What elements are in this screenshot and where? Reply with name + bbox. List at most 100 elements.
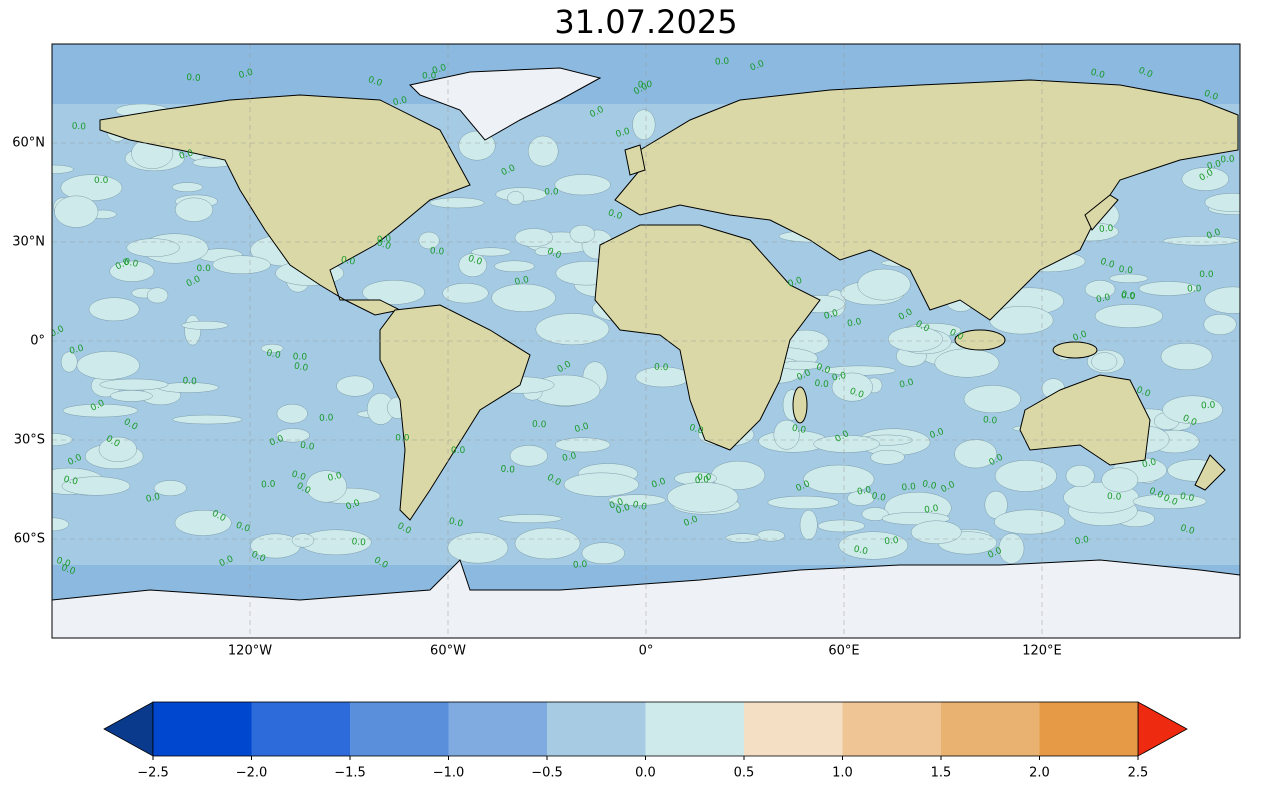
patch	[181, 320, 229, 330]
patch	[447, 532, 509, 564]
patch	[725, 533, 761, 543]
patch	[756, 529, 785, 542]
contour-label: 0.0	[856, 485, 872, 498]
x-tick-label: 120°W	[228, 644, 272, 659]
patch	[554, 174, 611, 196]
patch	[1204, 193, 1240, 212]
patch	[608, 494, 666, 506]
patch	[471, 247, 511, 257]
contour-label: 0.0	[340, 255, 356, 268]
contour-label: 0.0	[1118, 265, 1134, 276]
contour-label: 0.0	[615, 502, 632, 516]
patch	[838, 531, 909, 560]
contour-label: 0.0	[831, 371, 847, 384]
patch	[910, 520, 962, 544]
contour-label: 0.0	[688, 423, 705, 437]
patch	[305, 470, 347, 503]
x-tick-label: 120°E	[1022, 644, 1062, 659]
patch	[799, 509, 818, 540]
contour-label: 0.0	[823, 308, 840, 322]
contour-label: 0.0	[448, 516, 465, 529]
colorbar-tick-label: 1.0	[832, 766, 853, 781]
contour-label: 0.0	[631, 500, 647, 513]
patch	[632, 109, 656, 140]
patch	[817, 519, 865, 533]
contour-label: 0.0	[814, 379, 830, 390]
patch	[861, 507, 889, 521]
y-tick-label: 60°S	[14, 532, 45, 547]
colorbar-segment	[251, 702, 350, 756]
patch	[76, 351, 140, 380]
contour-label: 0.0	[63, 475, 79, 488]
patch	[491, 283, 556, 312]
contour-label: 0.0	[715, 57, 730, 68]
contour-label: 0.0	[467, 254, 484, 268]
contour-label: 0.0	[1202, 89, 1219, 103]
colorbar-segment	[645, 702, 744, 756]
patch	[99, 378, 169, 391]
colorbar-segment	[1039, 702, 1138, 756]
contour-label: 0.0	[182, 376, 197, 387]
patch	[174, 197, 214, 222]
y-tick-label: 30°S	[14, 433, 45, 448]
contour-label: 0.0	[429, 246, 444, 257]
patch	[535, 313, 610, 346]
contour-label: 0.0	[608, 497, 625, 512]
patch	[62, 403, 138, 418]
colorbar-segment	[153, 702, 252, 756]
colorbar: −2.5 −2.0 −1.5 −1.0 −0.5 0.0 0.5 1.0 1.5 2.0 2.5	[103, 701, 1188, 781]
patch	[275, 428, 310, 443]
patch	[336, 375, 374, 397]
contour-label: 0.0	[694, 475, 709, 486]
patch	[260, 343, 284, 353]
contour-label: 0.0	[532, 420, 547, 431]
patch	[52, 164, 74, 174]
colorbar-tick-label: 0.5	[734, 766, 755, 781]
contour-label: 0.0	[293, 362, 309, 374]
contour-label: 0.0	[853, 545, 869, 558]
patch	[212, 255, 271, 275]
colorbar-tick-label: 2.0	[1029, 766, 1050, 781]
patch	[291, 533, 315, 548]
colorbar-tick-label: −0.5	[531, 766, 563, 781]
patch	[362, 280, 425, 305]
patch	[98, 436, 137, 462]
contour-label: 0.0	[1099, 224, 1114, 235]
eurasia	[614, 79, 1239, 321]
patch	[61, 476, 131, 496]
contour-label: 0.0	[1120, 290, 1136, 303]
new-guinea	[1052, 341, 1098, 359]
contour-label: 0.0	[351, 537, 366, 548]
colorbar-tick-label: −2.0	[236, 766, 268, 781]
patch	[1163, 236, 1240, 246]
patch	[54, 195, 99, 228]
contour-label: 0.0	[1220, 155, 1235, 166]
patch	[998, 533, 1025, 564]
contour-label: 0.0	[574, 421, 591, 435]
antarctica	[52, 559, 1240, 638]
patch	[534, 247, 552, 256]
contour-label: 0.0	[1072, 329, 1089, 344]
patch	[507, 191, 525, 205]
contour-label: 0.0	[1179, 523, 1196, 537]
contour-label: 0.0	[392, 95, 408, 108]
contour-label: 0.0	[561, 451, 577, 464]
south-america	[379, 304, 531, 521]
contour-label: 0.0	[898, 377, 915, 390]
patch	[831, 372, 873, 402]
patch	[1091, 352, 1118, 371]
patch	[887, 326, 943, 352]
colorbar-under	[103, 701, 154, 757]
contour-label: 0.0	[1089, 68, 1106, 81]
patch	[276, 404, 308, 424]
patch	[1203, 314, 1237, 335]
patch	[109, 260, 155, 282]
contour-label: 0.0	[290, 470, 307, 484]
y-tick-label: 60°N	[12, 136, 45, 151]
contour-label: 0.0	[791, 424, 807, 436]
patch	[126, 238, 180, 257]
contour-label: 0.0	[1201, 401, 1216, 412]
patch	[494, 260, 535, 273]
contour-label: 0.0	[60, 563, 77, 578]
